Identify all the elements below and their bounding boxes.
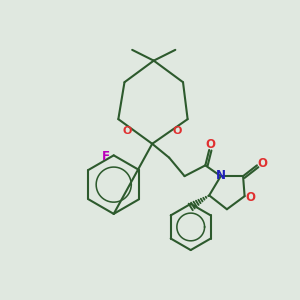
Text: O: O — [205, 138, 215, 151]
Text: F: F — [102, 150, 110, 163]
Text: O: O — [123, 127, 132, 136]
Text: O: O — [173, 127, 182, 136]
Text: O: O — [246, 191, 256, 204]
Text: O: O — [257, 157, 267, 170]
Text: N: N — [216, 169, 226, 182]
